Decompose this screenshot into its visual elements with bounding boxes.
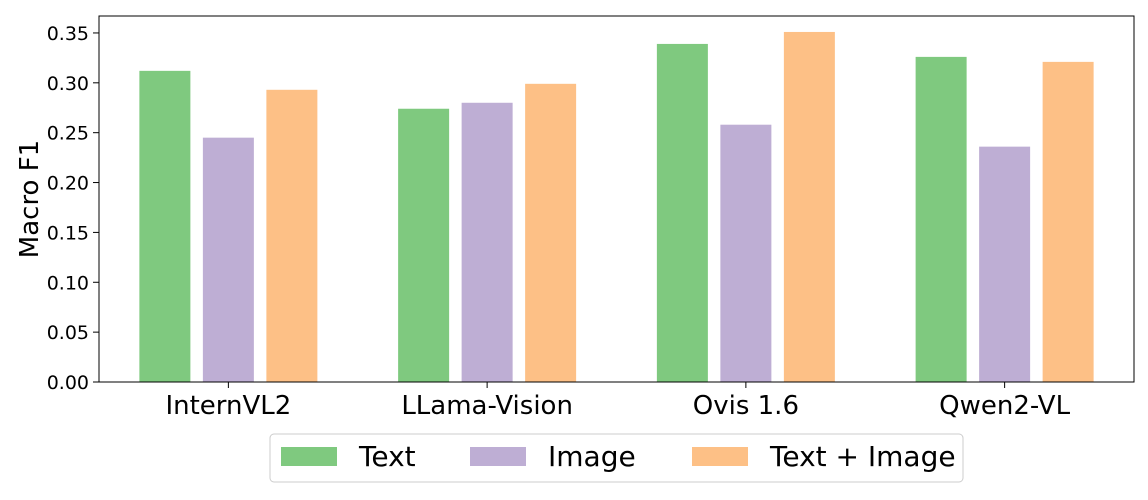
y-tick-label: 0.00 [47, 372, 89, 394]
legend-label: Text [358, 440, 416, 473]
y-tick-label: 0.35 [47, 23, 89, 45]
bar-text-internvl2 [139, 70, 191, 383]
x-tick-label: InternVL2 [165, 391, 291, 421]
y-axis-title: Macro F1 [15, 140, 45, 258]
legend-swatch [470, 447, 526, 466]
bar-image-llama-vision [461, 102, 513, 382]
x-axis-labels: InternVL2 LLama-Vision Ovis 1.6 Qwen2-VL [165, 382, 1071, 421]
bar-image-ovis-1-6 [720, 124, 772, 382]
x-tick-label: LLama-Vision [401, 391, 573, 421]
bar-image-internvl2 [202, 137, 254, 382]
legend-label: Image [548, 440, 636, 473]
y-axis-ticks: 0.00 0.05 0.10 0.15 0.20 0.25 0.30 0.35 [47, 23, 99, 394]
bars [139, 31, 1094, 383]
bar-text-image-llama-vision [525, 83, 577, 383]
y-tick-label: 0.20 [47, 173, 89, 195]
y-tick-label: 0.25 [47, 123, 89, 145]
bar-image-qwen2-vl [979, 146, 1031, 382]
plot-frame [98, 15, 1135, 383]
y-tick-label: 0.30 [47, 73, 89, 95]
bar-text-image-internvl2 [266, 89, 318, 382]
x-tick-label: Qwen2-VL [939, 391, 1070, 421]
bar-text-llama-vision [398, 108, 450, 383]
bar-text-image-ovis-1-6 [783, 31, 835, 383]
bar-text-ovis-1-6 [656, 43, 708, 382]
legend-swatch [692, 447, 748, 466]
y-tick-label: 0.10 [47, 272, 89, 294]
x-tick-label: Ovis 1.6 [693, 391, 799, 421]
legend-box [269, 433, 964, 483]
y-tick-label: 0.15 [47, 222, 89, 244]
y-tick-label: 0.05 [47, 322, 89, 344]
legend: Text Image Text + Image [269, 433, 964, 483]
legend-swatch [281, 447, 337, 466]
bar-text-image-qwen2-vl [1042, 61, 1094, 382]
bar-text-qwen2-vl [915, 56, 967, 383]
legend-label: Text + Image [769, 440, 956, 473]
